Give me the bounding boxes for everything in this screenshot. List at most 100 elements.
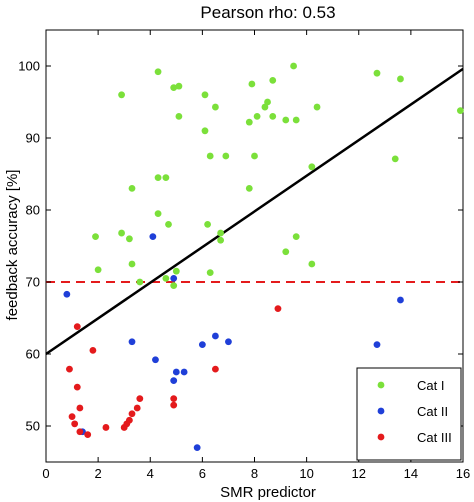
data-point	[212, 103, 219, 111]
data-point	[245, 185, 253, 192]
legend-marker	[377, 407, 385, 415]
data-point	[170, 282, 178, 289]
x-tick-label: 6	[199, 466, 206, 481]
data-point	[128, 260, 136, 268]
legend: Cat I Cat II Cat III	[356, 367, 462, 461]
data-point	[92, 233, 99, 241]
data-point	[282, 248, 290, 256]
x-tick-label: 4	[147, 466, 154, 481]
legend-item: Cat I	[377, 378, 444, 393]
data-point	[170, 84, 178, 91]
data-point	[133, 404, 141, 412]
legend-marker	[377, 433, 385, 441]
data-point	[125, 416, 133, 424]
data-point	[373, 69, 381, 77]
data-point	[136, 278, 144, 286]
data-point	[251, 152, 258, 160]
data-point	[165, 221, 172, 228]
legend-label: Cat II	[417, 404, 448, 419]
data-point	[292, 116, 300, 124]
y-tick-label: 50	[26, 419, 40, 434]
data-point	[292, 233, 300, 241]
x-tick-label: 10	[299, 466, 313, 481]
series-cat-iii	[66, 305, 282, 439]
data-point	[76, 428, 84, 436]
data-point	[73, 383, 81, 391]
data-point	[71, 420, 79, 428]
data-point	[94, 266, 102, 274]
data-point	[201, 91, 209, 99]
data-point	[206, 269, 214, 277]
data-point	[170, 377, 178, 385]
data-point	[128, 410, 136, 418]
data-point	[175, 82, 183, 90]
data-point	[170, 395, 178, 403]
data-point	[125, 235, 133, 243]
data-point	[154, 174, 162, 182]
data-point	[162, 275, 170, 282]
x-tick-label: 8	[251, 466, 258, 481]
y-axis: 50 60 70 80 90 100	[18, 59, 463, 434]
y-tick-label: 60	[26, 347, 40, 362]
data-point	[201, 127, 209, 135]
y-tick-label: 70	[26, 275, 40, 290]
data-point	[84, 431, 92, 439]
series-cat-ii	[63, 233, 404, 451]
data-point	[212, 365, 219, 373]
data-point	[154, 210, 162, 218]
data-point	[397, 296, 404, 304]
data-point	[282, 116, 290, 124]
data-point	[373, 341, 381, 349]
chart-title: Pearson rho: 0.53	[200, 3, 335, 22]
data-point	[170, 401, 178, 409]
x-tick-label: 0	[42, 466, 49, 481]
series-cat-i	[92, 62, 464, 289]
data-point	[118, 91, 125, 99]
data-point	[198, 341, 206, 349]
data-point	[172, 368, 180, 376]
data-point	[391, 155, 399, 163]
data-point	[269, 77, 277, 84]
legend-item: Cat III	[377, 430, 452, 445]
data-point	[63, 290, 71, 298]
data-point	[149, 233, 157, 241]
data-point	[136, 395, 144, 403]
data-point	[118, 229, 125, 237]
data-point	[253, 113, 261, 120]
data-point	[225, 338, 232, 346]
data-point	[269, 113, 277, 120]
data-point	[152, 356, 159, 364]
data-point	[180, 368, 188, 376]
legend-item: Cat II	[377, 404, 448, 419]
legend-label: Cat I	[417, 378, 444, 393]
data-point	[76, 404, 84, 412]
data-point	[128, 338, 136, 346]
data-point	[206, 152, 214, 160]
data-point	[128, 185, 136, 192]
regression-line	[45, 67, 464, 356]
x-axis: 0 2 4 6 8 10 12 14 16	[42, 30, 470, 481]
data-point	[102, 424, 110, 431]
data-point	[175, 113, 183, 120]
data-point	[204, 221, 211, 228]
data-point	[248, 80, 256, 88]
y-tick-label: 80	[26, 203, 40, 218]
data-point	[261, 103, 269, 111]
legend-box	[356, 367, 462, 461]
data-point	[274, 305, 282, 313]
data-point	[245, 118, 253, 126]
legend-marker	[377, 381, 385, 389]
y-tick-label: 90	[26, 131, 40, 146]
plot-area	[45, 29, 464, 463]
x-tick-label: 12	[352, 466, 366, 481]
data-point	[73, 323, 81, 331]
data-point	[66, 365, 73, 373]
data-point	[212, 332, 219, 340]
data-point	[162, 174, 170, 182]
data-point	[290, 62, 297, 70]
data-point	[313, 103, 321, 111]
x-axis-label: SMR predictor	[220, 484, 316, 501]
data-point	[68, 413, 76, 421]
data-point	[172, 267, 180, 275]
